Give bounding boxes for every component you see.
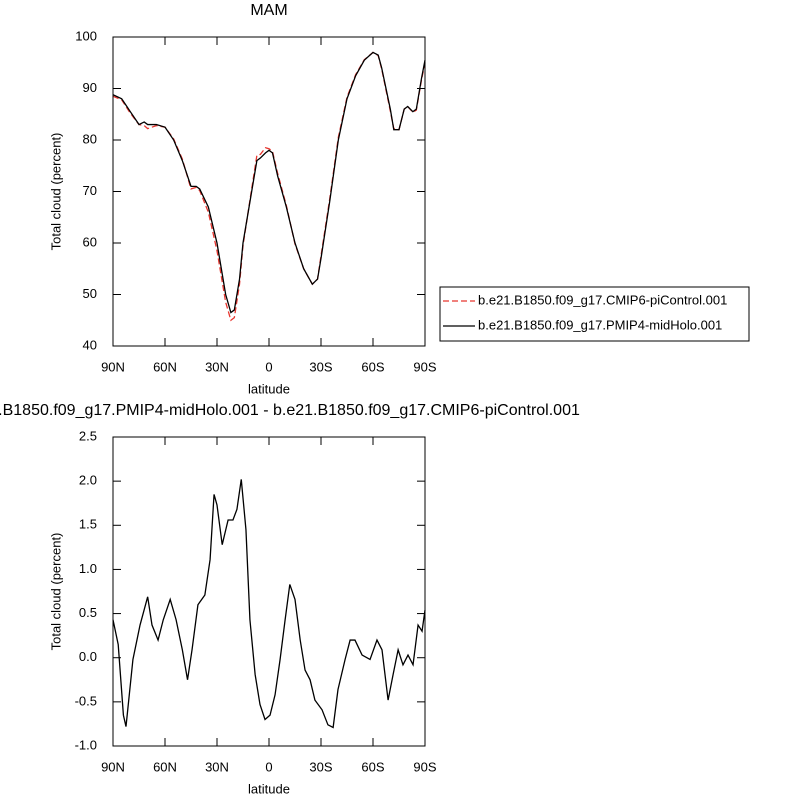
y-tick-label: 0.0: [79, 649, 97, 664]
y-tick-label: 60: [83, 234, 97, 249]
x-tick-label: 30S: [309, 759, 332, 774]
y-tick-label: 90: [83, 80, 97, 95]
y-tick-label: 80: [83, 131, 97, 146]
x-tick-label: 0: [265, 759, 272, 774]
y-axis-label: Total cloud (percent): [48, 133, 63, 251]
x-axis-label: latitude: [248, 781, 290, 796]
data-line: [112, 479, 426, 729]
y-tick-label: -0.5: [75, 693, 97, 708]
y-tick-label: 1.5: [79, 517, 97, 532]
chart-title: MAM: [250, 2, 287, 19]
y-tick-label: 0.5: [79, 605, 97, 620]
data-line: [112, 51, 426, 314]
x-tick-label: 30S: [309, 359, 332, 374]
x-tick-label: 60S: [361, 759, 384, 774]
x-tick-label: 90S: [413, 759, 436, 774]
x-tick-label: 90S: [413, 359, 436, 374]
plot-frame: [112, 36, 426, 347]
x-axis-label: latitude: [248, 381, 290, 396]
y-tick-label: 70: [83, 183, 97, 198]
y-tick-label: 1.0: [79, 561, 97, 576]
y-tick-label: 100: [75, 28, 97, 43]
y-axis-label: Total cloud (percent): [48, 533, 63, 651]
legend-box: [439, 286, 750, 342]
plot-frame: [112, 436, 426, 747]
y-tick-label: 2.5: [79, 428, 97, 443]
y-tick-label: 50: [83, 286, 97, 301]
x-tick-label: 30N: [205, 359, 229, 374]
y-tick-label: 40: [83, 337, 97, 352]
y-tick-label: 2.0: [79, 473, 97, 488]
x-tick-label: 60N: [153, 359, 177, 374]
x-tick-label: 60N: [153, 759, 177, 774]
x-tick-label: 30N: [205, 759, 229, 774]
legend-label: b.e21.B1850.f09_g17.CMIP6-piControl.001: [478, 292, 727, 307]
x-tick-label: 90N: [101, 759, 125, 774]
data-line: [112, 51, 426, 322]
x-tick-label: 60S: [361, 359, 384, 374]
chart-title: b.e21.B1850.f09_g17.PMIP4-midHolo.001 - …: [0, 402, 580, 419]
legend-label: b.e21.B1850.f09_g17.PMIP4-midHolo.001: [478, 317, 722, 332]
x-tick-label: 90N: [101, 359, 125, 374]
y-tick-label: -1.0: [75, 737, 97, 752]
x-tick-label: 0: [265, 359, 272, 374]
